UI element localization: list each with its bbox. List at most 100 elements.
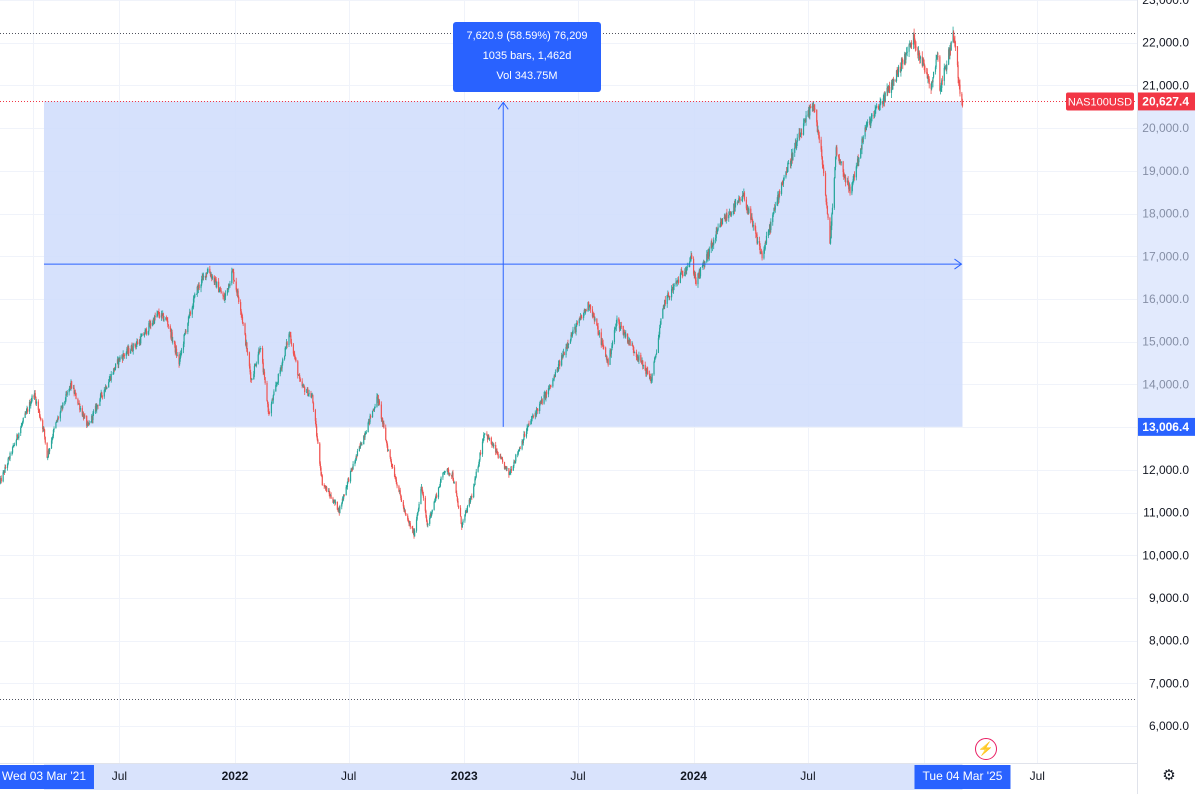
candle <box>8 456 11 461</box>
candle <box>346 481 349 490</box>
candle <box>360 441 362 449</box>
candle <box>121 354 123 360</box>
candle <box>660 318 662 325</box>
candle <box>809 105 811 120</box>
lightning-icon[interactable]: ⚡ <box>975 738 997 760</box>
candle <box>143 332 145 336</box>
candle <box>545 389 548 398</box>
candle <box>224 293 226 304</box>
candle <box>403 504 405 512</box>
candle <box>838 154 840 162</box>
candle <box>43 426 45 431</box>
candle <box>579 313 582 321</box>
candle <box>728 211 730 222</box>
candle <box>157 311 159 317</box>
candle <box>677 277 679 283</box>
candle <box>676 280 678 284</box>
candle <box>479 452 481 462</box>
candle <box>348 477 350 483</box>
candle <box>831 212 833 231</box>
candle <box>240 308 242 318</box>
candle <box>372 408 374 412</box>
candle <box>655 354 657 359</box>
candle <box>464 514 466 523</box>
candle <box>447 467 450 476</box>
candle <box>620 321 622 329</box>
candle <box>867 119 869 128</box>
candle <box>382 420 384 427</box>
candle <box>324 484 326 488</box>
candle <box>263 368 265 375</box>
candle <box>949 42 952 56</box>
candle <box>861 137 864 143</box>
candle <box>289 331 291 338</box>
candle <box>774 201 776 213</box>
candle <box>202 272 205 281</box>
candle <box>299 377 301 382</box>
symbol-label: NAS100USD <box>1068 97 1132 109</box>
candle <box>444 470 446 475</box>
candle <box>853 173 855 183</box>
candle <box>354 457 357 464</box>
candle <box>174 340 176 348</box>
candle <box>326 485 328 493</box>
candle <box>116 356 119 365</box>
candle <box>200 284 202 293</box>
measure-tool-lines[interactable] <box>43 101 963 427</box>
candle <box>770 218 772 233</box>
candle <box>961 91 963 106</box>
candle <box>944 66 946 71</box>
candle <box>865 126 867 132</box>
candle <box>260 348 262 350</box>
candle <box>928 76 930 89</box>
candle <box>500 453 502 460</box>
candle <box>175 345 178 359</box>
candle <box>622 325 624 336</box>
measure-volume-text: Vol 343.75M <box>496 70 558 82</box>
candle <box>613 326 616 345</box>
time-axis[interactable]: Jul 2022 Jul 2023 Jul 2024 Jul Jul Wed 03 Mar '2… <box>0 763 1137 791</box>
candle <box>57 415 59 423</box>
candle <box>954 35 956 48</box>
candle <box>603 345 605 350</box>
candle <box>131 347 134 353</box>
candle <box>523 431 526 438</box>
candle <box>716 226 718 235</box>
candle <box>900 57 903 71</box>
candle <box>752 220 754 231</box>
candle <box>666 294 668 308</box>
candle <box>677 276 680 285</box>
arrow-head-up <box>497 101 509 110</box>
candle <box>688 262 690 268</box>
candle <box>96 403 98 414</box>
candle <box>367 421 369 433</box>
candle <box>329 494 332 497</box>
candle <box>720 218 722 228</box>
candle <box>640 352 642 363</box>
candle <box>189 310 191 317</box>
candle <box>693 270 695 279</box>
candle <box>342 498 344 501</box>
candle <box>574 326 577 334</box>
candle <box>655 349 658 355</box>
candle <box>852 175 854 185</box>
candle <box>34 390 36 399</box>
candle <box>288 332 290 348</box>
candle <box>51 436 53 444</box>
candle <box>246 341 248 353</box>
candle <box>481 438 484 457</box>
price-axis[interactable]: 23,000.022,000.021,000.020,000.019,000.0… <box>1066 0 1195 794</box>
candle <box>561 352 563 367</box>
candle <box>708 246 710 261</box>
candle <box>492 442 494 448</box>
candle <box>509 470 511 475</box>
candle <box>717 223 719 232</box>
gear-icon[interactable]: ⚙ <box>1162 767 1176 784</box>
candle <box>957 61 959 84</box>
candle <box>796 141 798 151</box>
candle <box>631 340 633 346</box>
candle <box>143 332 146 338</box>
candle <box>711 243 714 252</box>
candle <box>314 408 316 425</box>
